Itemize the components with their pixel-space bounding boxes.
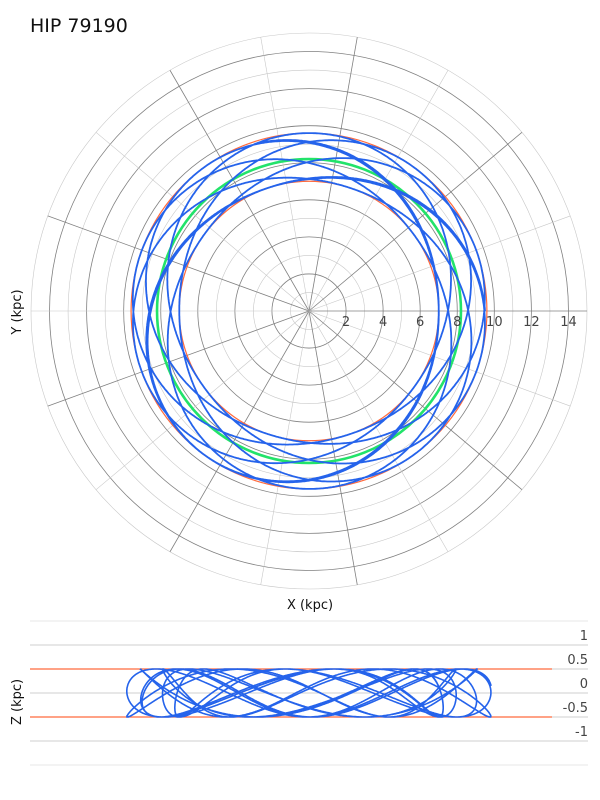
z-tick--1: -1 — [575, 725, 588, 740]
chart-title: HIP 79190 — [30, 15, 128, 37]
grid-spoke — [308, 70, 449, 312]
grid-spoke — [169, 70, 310, 312]
grid-spoke — [308, 310, 358, 585]
grid-spoke — [308, 215, 571, 312]
z-grid — [30, 620, 588, 766]
z-height-plot: 1 0.5 0 -0.5 -1 — [30, 620, 588, 766]
grid-spoke — [47, 215, 310, 312]
grid-spoke — [308, 310, 523, 491]
z-tick-0: 0 — [580, 677, 588, 692]
grid-spoke — [308, 37, 358, 312]
radial-tick-12: 12 — [523, 315, 540, 330]
grid-spoke — [47, 310, 310, 407]
orbit-trace — [131, 132, 486, 490]
orbit-line — [131, 132, 486, 490]
grid-spoke — [260, 310, 310, 585]
grid-spoke — [169, 310, 310, 552]
z-tick-1: 1 — [580, 629, 588, 644]
polar-grid — [30, 32, 588, 590]
y-axis-label: Y (kpc) — [10, 289, 25, 335]
radial-tick-labels: 2 4 6 8 10 12 14 — [342, 315, 577, 330]
z-orbit-line — [126, 668, 492, 718]
polar-plot: 2 4 6 8 10 12 14 — [30, 32, 588, 590]
radial-tick-10: 10 — [486, 315, 503, 330]
radial-tick-6: 6 — [416, 315, 424, 330]
x-axis-label: X (kpc) — [287, 598, 333, 613]
z-tick-labels: 1 0.5 0 -0.5 -1 — [563, 629, 588, 740]
grid-spoke — [308, 310, 571, 407]
radial-tick-14: 14 — [560, 315, 577, 330]
radial-tick-4: 4 — [379, 315, 387, 330]
radial-tick-2: 2 — [342, 315, 350, 330]
z-axis-label: Z (kpc) — [10, 679, 25, 725]
grid-spoke — [95, 132, 310, 312]
z-orbit-trace — [126, 668, 492, 718]
grid-spoke — [308, 310, 449, 552]
sun-orbit-circle — [155, 157, 463, 465]
z-tick--0.5: -0.5 — [563, 701, 588, 716]
grid-spoke — [260, 37, 310, 312]
grid-spoke — [308, 131, 523, 312]
sun-circle — [155, 157, 463, 465]
radial-tick-8: 8 — [453, 315, 461, 330]
z-tick-0.5: 0.5 — [567, 653, 588, 668]
grid-spoke — [95, 310, 310, 490]
